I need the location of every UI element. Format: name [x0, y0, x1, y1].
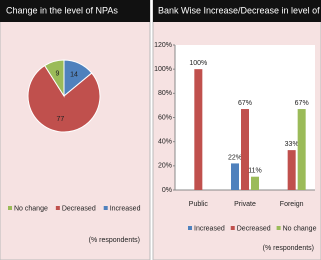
value-label: 22%: [228, 154, 242, 161]
value-label: 33%: [285, 141, 299, 148]
slice-label: 14: [70, 72, 78, 79]
chart-title: Bank Wise Increase/Decrease in level of …: [158, 5, 321, 15]
pie-slice: [44, 59, 65, 98]
value-label: 67%: [295, 100, 309, 107]
y-tick-label: 120%: [154, 42, 172, 49]
y-tick-label: 20%: [158, 163, 172, 170]
y-tick-label: 100%: [154, 66, 172, 73]
legend-label: Increased: [110, 205, 141, 212]
x-tick-label: Private: [234, 201, 256, 208]
bar: [251, 176, 259, 190]
bar: [231, 163, 239, 190]
legend-marker: [103, 206, 108, 210]
x-tick-label: Foreign: [280, 201, 304, 208]
y-tick-label: 0%: [162, 187, 172, 194]
value-label: 11%: [248, 168, 262, 175]
right-title-bar: [153, 0, 321, 22]
value-label: 67%: [238, 100, 252, 107]
legend-label: Decreased: [237, 225, 271, 232]
footnote: (% respondents): [263, 245, 314, 252]
legend-marker: [55, 206, 60, 210]
legend-label: Increased: [194, 225, 225, 232]
legend-label: No change: [14, 205, 48, 212]
chart-title: Change in the level of NPAs: [6, 5, 118, 15]
legend-marker: [230, 226, 235, 230]
slice-label: 9: [56, 70, 60, 77]
y-tick-label: 40%: [158, 139, 172, 146]
legend-marker: [8, 206, 12, 210]
left-title-bar: [0, 0, 150, 22]
bar: [194, 69, 203, 190]
bar: [241, 109, 249, 190]
y-tick-label: 60%: [158, 114, 172, 121]
bar: [287, 150, 296, 190]
slice-label: 77: [56, 116, 64, 123]
pie-slice: [27, 64, 101, 133]
legend-marker: [188, 226, 192, 230]
y-tick-label: 80%: [158, 90, 172, 97]
footnote: (% respondents): [89, 237, 140, 244]
legend-marker: [276, 226, 281, 230]
x-tick-label: Public: [189, 201, 209, 208]
bar: [297, 109, 306, 190]
legend-label: Decreased: [62, 205, 96, 212]
value-label: 100%: [189, 60, 207, 67]
legend-label: No change: [283, 225, 317, 232]
